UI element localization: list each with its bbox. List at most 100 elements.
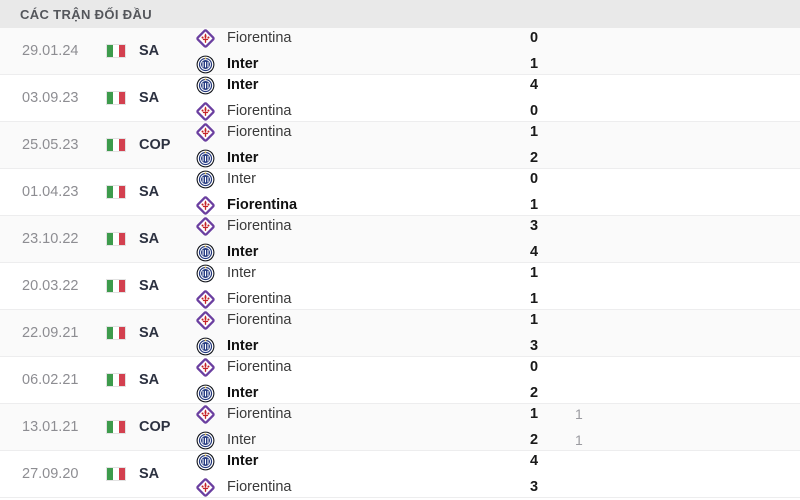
team-name: Fiorentina [227,406,292,422]
teams-block: Fiorentina 1 Inter 2 [196,122,800,168]
team-name: Inter [227,56,259,72]
fiorentina-crest-icon [196,477,215,497]
match-date: 25.05.23 [22,137,79,153]
fiorentina-crest-icon [196,357,215,377]
team-score: 3 [529,479,539,495]
team-name: Inter [227,432,257,448]
match-row[interactable]: 01.04.23 SA Inter 0 Fiorentina 1 [0,169,800,216]
teams-block: Fiorentina 3 Inter 4 [196,216,800,262]
team-score: 0 [529,359,539,375]
match-row[interactable]: 20.03.22 SA Inter 1 Fiorentina 1 [0,263,800,310]
team-logo-slot [196,357,215,377]
team-line: Fiorentina 1 [196,310,800,330]
team-name: Inter [227,265,257,281]
fiorentina-crest-icon [196,101,215,121]
team-name: Inter [227,150,259,166]
team-logo-slot [196,452,215,471]
match-date: 20.03.22 [22,278,79,294]
match-row[interactable]: 27.09.20 SA Inter 4 Fiorentina 3 [0,451,800,498]
fiorentina-crest-icon [196,310,215,330]
team-score: 1 [529,406,539,422]
inter-crest-icon [196,337,215,355]
match-row[interactable]: 23.10.22 SA Fiorentina 3 Inter 4 [0,216,800,263]
match-date: 22.09.21 [22,325,79,341]
team-name: Fiorentina [227,479,292,495]
team-line: Fiorentina 0 [196,28,800,48]
team-score: 2 [529,385,539,401]
competition-code: SA [139,278,160,294]
team-score: 1 [529,197,539,213]
inter-crest-icon [196,431,215,449]
team-line: Fiorentina 1 [196,195,800,215]
team-logo-slot [196,404,215,424]
team-name: Inter [227,171,257,187]
match-date: 03.09.23 [22,90,79,106]
team-line: Fiorentina 1 [196,122,800,142]
match-row[interactable]: 06.02.21 SA Fiorentina 0 Inter 2 [0,357,800,404]
italy-flag-icon [106,326,126,340]
team-logo-slot [196,170,215,189]
fiorentina-crest-icon [196,404,215,424]
match-date: 29.01.24 [22,43,79,59]
italy-flag-icon [106,232,126,246]
team-line: Fiorentina 1 [196,289,800,309]
team-score: 3 [529,338,539,354]
team-logo-slot [196,477,215,497]
italy-flag-icon [106,373,126,387]
team-line: Inter 4 [196,243,800,262]
match-list: 29.01.24 SA Fiorentina 0 Inter 1 [0,28,800,498]
team-line: Inter 4 [196,76,800,95]
italy-flag-icon [106,91,126,105]
match-date: 13.01.21 [22,419,79,435]
team-logo-slot [196,243,215,262]
italy-flag-icon [106,185,126,199]
team-line: Inter 3 [196,337,800,356]
italy-flag-icon [106,138,126,152]
italy-flag-icon [106,467,126,481]
team-logo-slot [196,310,215,330]
team-score: 1 [529,291,539,307]
team-logo-slot [196,28,215,48]
team-logo-slot [196,55,215,74]
match-row[interactable]: 03.09.23 SA Inter 4 Fiorentina 0 [0,75,800,122]
team-score: 1 [529,312,539,328]
team-logo-slot [196,101,215,121]
match-date: 01.04.23 [22,184,79,200]
inter-crest-icon [196,76,215,94]
team-line: Fiorentina 0 [196,357,800,377]
team-logo-slot [196,149,215,168]
team-line: Inter 1 [196,264,800,283]
inter-crest-icon [196,170,215,188]
team-name: Fiorentina [227,312,292,328]
secondary-score: 1 [575,406,583,422]
match-row[interactable]: 13.01.21 COP Fiorentina 1 1 Inter [0,404,800,451]
competition-code: SA [139,325,160,341]
team-name: Inter [227,385,259,401]
team-line: Inter 2 1 [196,431,800,450]
competition-code: COP [139,137,171,153]
team-logo-slot [196,431,215,450]
team-score: 1 [529,56,539,72]
competition-code: SA [139,90,160,106]
section-header: CÁC TRẬN ĐỐI ĐẦU [0,0,800,28]
team-line: Inter 2 [196,384,800,403]
team-score: 4 [529,244,539,260]
team-name: Inter [227,453,259,469]
italy-flag-icon [106,279,126,293]
team-name: Fiorentina [227,103,292,119]
team-name: Inter [227,77,259,93]
match-row[interactable]: 22.09.21 SA Fiorentina 1 Inter 3 [0,310,800,357]
team-score: 0 [529,103,539,119]
team-name: Fiorentina [227,291,292,307]
fiorentina-crest-icon [196,216,215,236]
team-logo-slot [196,337,215,356]
team-line: Inter 1 [196,55,800,74]
teams-block: Fiorentina 0 Inter 1 [196,28,800,74]
team-score: 3 [529,218,539,234]
inter-crest-icon [196,384,215,402]
match-row[interactable]: 25.05.23 COP Fiorentina 1 Inter [0,122,800,169]
italy-flag-icon [106,420,126,434]
section-title: CÁC TRẬN ĐỐI ĐẦU [20,6,152,22]
team-logo-slot [196,289,215,309]
match-row[interactable]: 29.01.24 SA Fiorentina 0 Inter 1 [0,28,800,75]
